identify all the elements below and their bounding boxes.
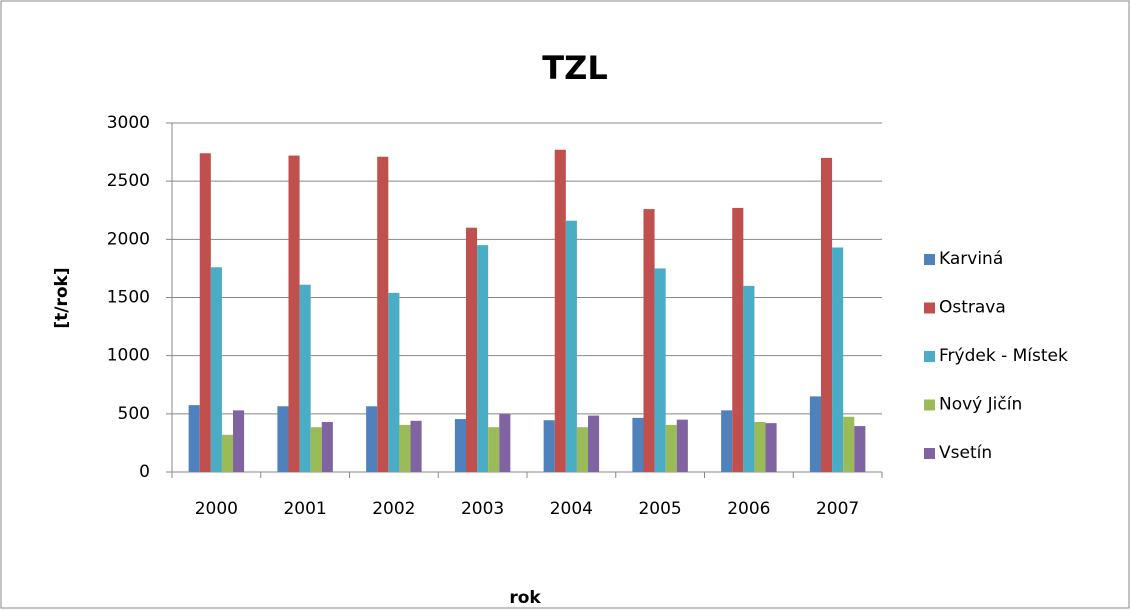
x-axis-label: rok	[509, 588, 541, 608]
x-tick-label: 2001	[283, 499, 326, 519]
legend-label: Nový Jičín	[939, 395, 1022, 415]
legend-label: Vsetín	[939, 443, 992, 463]
legend-label: Ostrava	[939, 298, 1006, 318]
y-tick-label: 1000	[107, 346, 150, 366]
bar	[399, 424, 411, 472]
y-tick-label: 1500	[107, 288, 150, 308]
bar	[820, 157, 833, 472]
bar	[377, 156, 389, 472]
bar	[732, 207, 744, 472]
x-tick-label: 2005	[638, 499, 681, 519]
bar	[643, 209, 655, 472]
bar	[299, 284, 311, 472]
bar	[454, 419, 466, 472]
bar	[488, 427, 500, 472]
bar	[366, 406, 378, 472]
bar	[277, 406, 289, 472]
bar	[543, 420, 555, 472]
bar	[565, 220, 577, 472]
legend-label: Karviná	[939, 249, 1003, 269]
bar	[477, 245, 489, 472]
bar	[310, 427, 322, 472]
bar	[321, 421, 333, 472]
legend-label: Frýdek - Místek	[939, 346, 1068, 366]
bar	[676, 419, 688, 472]
x-tick-label: 2006	[727, 499, 770, 519]
y-axis-label: [t/rok]	[52, 267, 72, 328]
legend-swatch	[924, 448, 935, 459]
bar	[809, 396, 821, 472]
x-tick-label: 2002	[372, 499, 415, 519]
y-tick-label: 500	[118, 404, 150, 424]
bar	[199, 153, 211, 472]
y-tick-label: 2000	[107, 229, 150, 249]
bar	[654, 268, 666, 472]
bar	[465, 227, 478, 472]
bar	[632, 417, 644, 472]
x-tick-label: 2004	[550, 499, 593, 519]
bar	[410, 420, 422, 472]
legend-swatch	[924, 351, 935, 362]
y-tick-label: 0	[139, 462, 150, 482]
bar	[576, 427, 589, 472]
bar	[288, 155, 300, 472]
y-tick-label: 3000	[107, 113, 150, 133]
bar	[754, 421, 766, 472]
bar	[188, 405, 200, 472]
x-tick-label: 2000	[195, 499, 238, 519]
y-tick-label: 2500	[107, 171, 150, 191]
bar	[233, 410, 245, 472]
bar	[665, 424, 677, 472]
legend-swatch	[924, 254, 935, 265]
x-tick-label: 2007	[816, 499, 859, 519]
bar	[765, 423, 777, 472]
legend-swatch	[924, 302, 935, 314]
bar	[588, 415, 600, 472]
bar	[210, 267, 222, 472]
x-tick-label: 2003	[461, 499, 504, 519]
legend-swatch	[924, 399, 935, 411]
bar	[854, 426, 866, 472]
bar	[499, 413, 511, 472]
bar	[221, 434, 234, 472]
chart-title: TZL	[542, 49, 607, 87]
bar	[743, 285, 755, 472]
bar	[388, 292, 400, 472]
bar	[554, 149, 566, 473]
bar	[721, 410, 733, 472]
bar	[832, 247, 844, 472]
bar	[843, 416, 855, 472]
